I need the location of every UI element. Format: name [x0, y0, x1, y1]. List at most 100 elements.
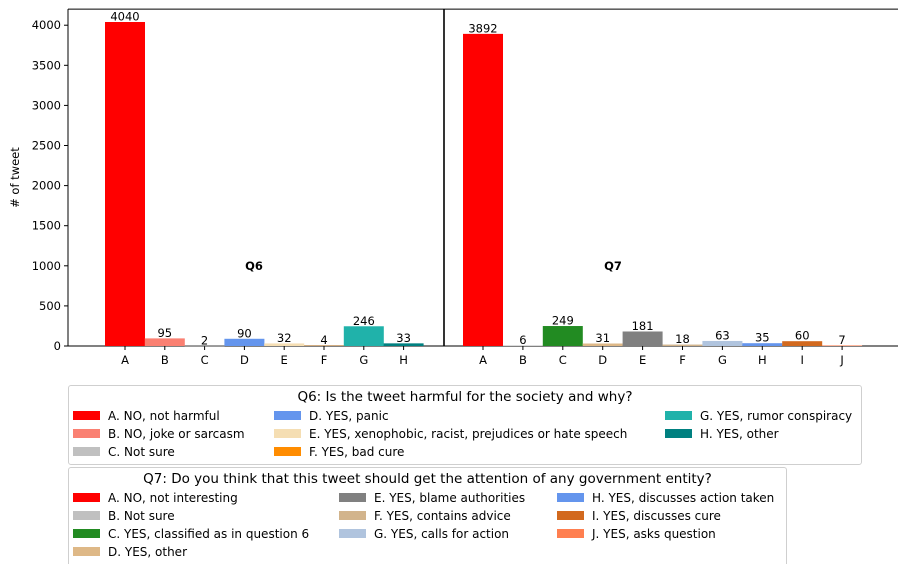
legend-label: I. YES, discusses cure: [592, 509, 721, 523]
x-tick-label: J: [839, 353, 843, 367]
x-tick-label: H: [758, 353, 767, 367]
legend-swatch: [274, 447, 301, 456]
legend-label: E. YES, xenophobic, racist, prejudices o…: [309, 427, 628, 441]
legend-label: E. YES, blame authorities: [374, 491, 526, 505]
legend-q7-item: C. YES, classified as in question 6: [73, 527, 309, 541]
data-label: 60: [795, 329, 810, 343]
legend-q7-item: B. Not sure: [73, 509, 175, 523]
legend-swatch: [73, 529, 100, 538]
y-tick-label: 3500: [32, 58, 61, 72]
labels: 0 500 1000 1500 2000 2500 3000 3500 4000 # of twe…: [8, 10, 846, 368]
legend-q7-item: I. YES, discusses cure: [557, 509, 721, 523]
legend-q6-item: C. Not sure: [73, 445, 175, 459]
data-label: 4: [320, 333, 327, 347]
legend-q7-item: E. YES, blame authorities: [339, 491, 525, 505]
bar-q7-j: [822, 345, 863, 346]
legend-q6: Q6: Is the tweet harmful for the society…: [68, 385, 862, 465]
legend-label: J. YES, asks question: [592, 527, 716, 541]
bars: [105, 22, 863, 347]
legend-q7-item: D. YES, other: [73, 545, 187, 559]
legend-label: H. YES, other: [700, 427, 779, 441]
legend-q7-item: G. YES, calls for action: [339, 527, 509, 541]
legend-q6-item: F. YES, bad cure: [274, 445, 404, 459]
x-tick-label: G: [718, 353, 727, 367]
x-tick-label: I: [800, 353, 803, 367]
legend-swatch: [557, 493, 584, 502]
bar-q6-d: [224, 338, 265, 346]
legend-swatch: [665, 411, 692, 420]
x-tick-label: A: [121, 353, 129, 367]
data-label: 7: [838, 333, 845, 347]
legend-swatch: [557, 529, 584, 538]
x-tick-label: E: [639, 353, 646, 367]
y-tick-label: 3000: [32, 98, 61, 112]
bar-q6-e: [264, 343, 305, 346]
bar-chart: 0 500 1000 1500 2000 2500 3000 3500 4000 # of twe…: [8, 8, 898, 368]
y-tick-label: 1000: [32, 259, 61, 273]
bar-q7-a: [463, 33, 503, 346]
data-label: 6: [519, 333, 526, 347]
legend-label: B. NO, joke or sarcasm: [108, 427, 245, 441]
x-tick-label: B: [161, 353, 169, 367]
x-tick-label: F: [679, 353, 686, 367]
legend-label: D. YES, panic: [309, 409, 389, 423]
y-tick-label: 2000: [32, 179, 61, 193]
bar-q6-h: [383, 343, 424, 346]
x-tick-label: C: [201, 353, 209, 367]
x-tick-label: E: [281, 353, 288, 367]
y-tick-label: 1500: [32, 219, 61, 233]
legend-swatch: [73, 411, 100, 420]
bar-q7-d: [582, 343, 623, 346]
data-label: 4040: [110, 10, 139, 24]
bar-q7-i: [782, 341, 823, 346]
legend-q7: Q7: Do you think that this tweet should …: [68, 467, 787, 564]
legend-q7-item: H. YES, discusses action taken: [557, 491, 774, 505]
legend-swatch: [73, 447, 100, 456]
legend-swatch: [73, 511, 100, 520]
legend-q6-item: D. YES, panic: [274, 409, 389, 423]
data-label: 63: [715, 328, 730, 342]
legend-swatch: [339, 529, 366, 538]
legend-swatch: [665, 429, 692, 438]
data-label: 95: [157, 326, 172, 340]
y-tick-label: 2500: [32, 139, 61, 153]
legend-swatch: [73, 547, 100, 556]
x-tick-label: F: [321, 353, 328, 367]
y-tick-label: 500: [39, 299, 61, 313]
legend-q6-item: A. NO, not harmful: [73, 409, 220, 423]
legend-q6-item: G. YES, rumor conspiracy: [665, 409, 852, 423]
panel-label-q6: Q6: [245, 259, 263, 273]
data-label: 181: [632, 319, 654, 333]
legend-q7-title: Q7: Do you think that this tweet should …: [143, 471, 712, 487]
legend-q7-item: A. NO, not interesting: [73, 491, 238, 505]
bar-q7-f: [662, 344, 703, 346]
bar-q7-e: [622, 331, 663, 346]
legend-label: D. YES, other: [108, 545, 187, 559]
legend-swatch: [73, 493, 100, 502]
legend-label: G. YES, calls for action: [374, 527, 510, 541]
bar-q6-a: [105, 22, 145, 346]
legend-swatch: [274, 411, 301, 420]
legend-label: H. YES, discusses action taken: [592, 491, 775, 505]
legend-label: C. Not sure: [108, 445, 175, 459]
data-label: 249: [552, 314, 574, 328]
bar-q6-b: [144, 338, 185, 346]
bar-q7-c: [542, 326, 583, 346]
legend-q6-item: B. NO, joke or sarcasm: [73, 427, 245, 441]
legend-label: B. Not sure: [108, 509, 175, 523]
legend-label: C. YES, classified as in question 6: [108, 527, 310, 541]
x-tick-label: G: [359, 353, 368, 367]
legend-swatch: [339, 493, 366, 502]
legend-label: A. NO, not harmful: [108, 409, 220, 423]
legend-swatch: [557, 511, 584, 520]
data-label: 33: [396, 331, 411, 345]
legend-q6-item: E. YES, xenophobic, racist, prejudices o…: [274, 427, 627, 441]
data-label: 3892: [468, 21, 497, 35]
x-tick-label: C: [559, 353, 567, 367]
legend-swatch: [274, 429, 301, 438]
x-tick-label: D: [598, 353, 607, 367]
legend-q7-item: F. YES, contains advice: [339, 509, 511, 523]
y-tick-label: 4000: [32, 18, 61, 32]
x-tick-label: H: [399, 353, 408, 367]
x-tick-label: A: [479, 353, 487, 367]
